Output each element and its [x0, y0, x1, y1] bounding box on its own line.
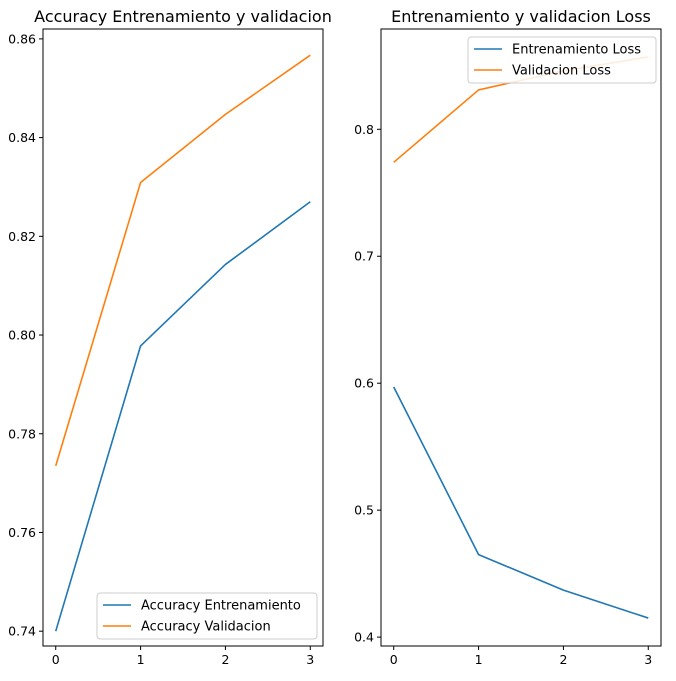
chart-0: Accuracy Entrenamiento y validacion 0.74 0… — [8, 7, 332, 667]
y-tick-label: 0.6 — [354, 376, 374, 391]
x-tick-label: 1 — [137, 652, 145, 667]
y-tick-label: 0.4 — [354, 630, 374, 645]
legend-label-0: Entrenamiento Loss — [512, 43, 641, 58]
y-tick-label: 0.82 — [8, 229, 36, 244]
legend: Entrenamiento Loss Validacion Loss — [467, 36, 657, 84]
legend-box — [467, 36, 657, 84]
x-tick-label: 1 — [475, 652, 483, 667]
y-tick-label: 0.7 — [354, 249, 374, 264]
series-line-0 — [54, 201, 311, 632]
series-line-0 — [393, 386, 649, 619]
y-tick-label: 0.86 — [8, 31, 36, 46]
x-tick-label: 3 — [306, 652, 314, 667]
y-tick-label: 0.80 — [8, 328, 36, 343]
legend: Accuracy Entrenamiento Accuracy Validacio… — [96, 592, 318, 640]
plot-frame — [42, 28, 324, 647]
y-tick-label: 0.74 — [8, 624, 36, 639]
y-tick-label: 0.78 — [8, 426, 36, 441]
legend-label-1: Accuracy Validacion — [141, 620, 271, 635]
chart-title: Entrenamiento y validacion Loss — [391, 7, 651, 26]
x-tick-label: 0 — [52, 652, 60, 667]
x-tick-label: 0 — [390, 652, 398, 667]
plot-frame — [380, 28, 662, 647]
x-tick-label: 2 — [221, 652, 229, 667]
y-tick-label: 0.84 — [8, 130, 36, 145]
series-line-1 — [54, 54, 311, 467]
legend-box — [96, 592, 318, 640]
chart-1: Entrenamiento y validacion Loss 0.4 0.5 0.6… — [354, 7, 662, 667]
chart-title: Accuracy Entrenamiento y validacion — [34, 7, 332, 26]
x-tick-label: 3 — [644, 652, 652, 667]
legend-label-0: Accuracy Entrenamiento — [141, 599, 301, 614]
y-tick-label: 0.76 — [8, 525, 36, 540]
legend-label-1: Validacion Loss — [512, 64, 611, 79]
y-tick-label: 0.8 — [354, 122, 374, 137]
x-tick-label: 2 — [559, 652, 567, 667]
y-tick-label: 0.5 — [354, 503, 374, 518]
